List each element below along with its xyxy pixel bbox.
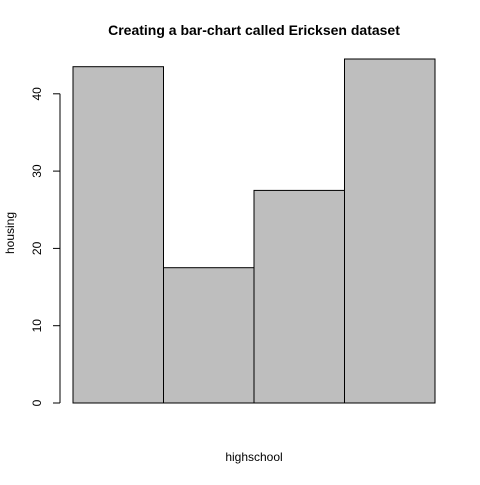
bar-3 bbox=[253, 189, 345, 404]
bar-2 bbox=[163, 267, 255, 404]
y-tick-label-0: 0 bbox=[30, 399, 44, 406]
x-axis-label: highschool bbox=[225, 450, 282, 464]
bar-1 bbox=[72, 66, 164, 404]
bar-4 bbox=[344, 58, 436, 404]
y-axis: 0 10 20 30 40 bbox=[30, 87, 61, 406]
y-axis-label: housing bbox=[3, 212, 17, 254]
bars-layer bbox=[72, 58, 436, 404]
y-tick-label-10: 10 bbox=[30, 319, 44, 333]
y-tick-label-30: 30 bbox=[30, 164, 44, 178]
y-tick-label-20: 20 bbox=[30, 241, 44, 255]
chart-title: Creating a bar-chart called Ericksen dat… bbox=[108, 22, 400, 38]
y-tick-label-40: 40 bbox=[30, 87, 44, 101]
